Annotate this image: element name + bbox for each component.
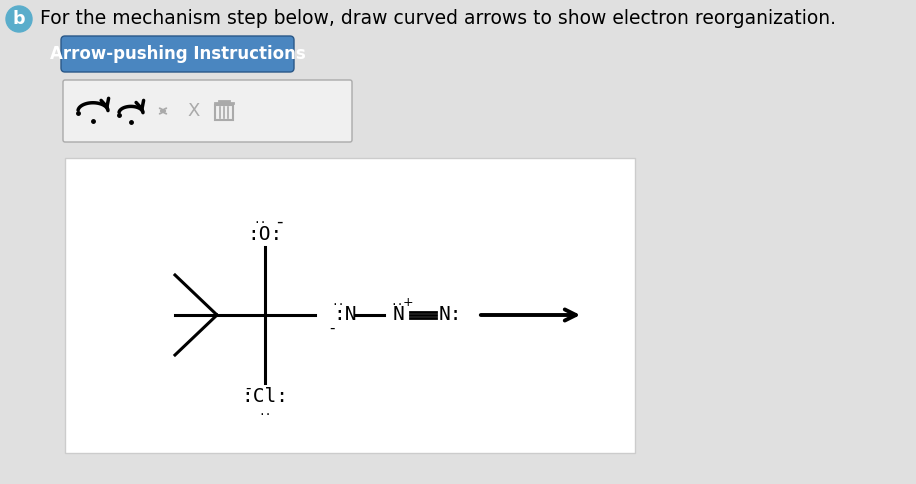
Text: -: - (276, 213, 282, 231)
Text: -: - (245, 380, 251, 395)
Text: N: N (392, 305, 404, 324)
Text: N:: N: (438, 305, 462, 324)
Text: +: + (403, 296, 413, 308)
Text: ..: .. (258, 407, 272, 417)
Text: :Cl:: :Cl: (242, 388, 289, 407)
Text: -: - (329, 320, 334, 335)
Circle shape (6, 6, 32, 32)
FancyBboxPatch shape (63, 80, 352, 142)
Text: Arrow-pushing Instructions: Arrow-pushing Instructions (49, 45, 305, 63)
FancyBboxPatch shape (65, 158, 635, 453)
Text: :N: :N (333, 305, 356, 324)
FancyBboxPatch shape (61, 36, 294, 72)
Text: ..: .. (253, 215, 267, 225)
Text: ..: .. (332, 297, 344, 307)
Text: ..: .. (390, 297, 404, 307)
Text: For the mechanism step below, draw curved arrows to show electron reorganization: For the mechanism step below, draw curve… (40, 10, 836, 29)
Text: :O:: :O: (247, 226, 283, 244)
Text: b: b (13, 10, 26, 28)
Text: X: X (188, 102, 201, 120)
